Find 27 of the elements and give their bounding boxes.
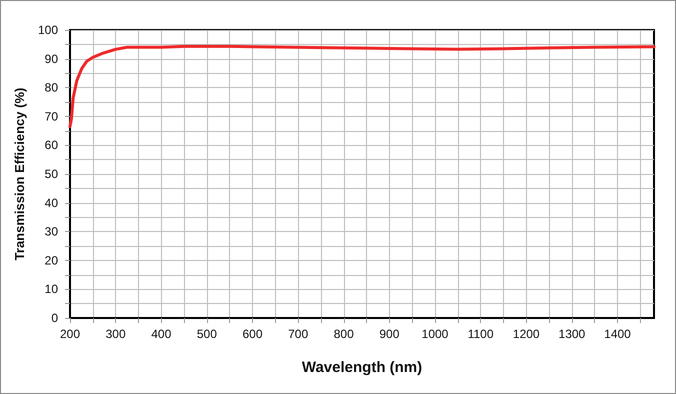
x-tick-label: 800: [334, 327, 354, 341]
x-tick-label: 700: [288, 327, 308, 341]
x-tick-label: 900: [379, 327, 400, 341]
x-tick-label: 400: [151, 327, 172, 341]
y-axis-title: Transmission Efficiency (%): [12, 88, 27, 260]
x-tick-label: 500: [196, 327, 218, 341]
y-tick-label: 70: [44, 109, 58, 124]
x-tick-label: 1000: [422, 327, 449, 341]
x-tick-label: 1100: [468, 327, 494, 341]
x-axis-title: Wavelength (nm): [302, 359, 422, 376]
y-tick-label: 60: [44, 138, 58, 152]
y-tick-label: 20: [44, 253, 58, 268]
y-tick-label: 90: [44, 52, 58, 66]
y-tick-label: 30: [44, 224, 58, 239]
y-tick-label: 100: [38, 23, 58, 37]
y-tick-label: 0: [51, 311, 58, 325]
x-tick-label: 1200: [512, 327, 540, 341]
y-tick-label: 80: [44, 80, 58, 95]
x-tick-label: 300: [106, 327, 126, 341]
y-tick-label: 10: [44, 282, 58, 296]
line-series: [68, 44, 656, 128]
y-tick-label: 40: [44, 196, 58, 210]
y-tick-label: 50: [44, 167, 58, 181]
x-tick-label: 600: [242, 327, 263, 341]
x-tick-label: 1400: [604, 327, 632, 341]
x-tick-label: 1300: [558, 327, 586, 341]
x-tick-label: 200: [60, 327, 80, 341]
